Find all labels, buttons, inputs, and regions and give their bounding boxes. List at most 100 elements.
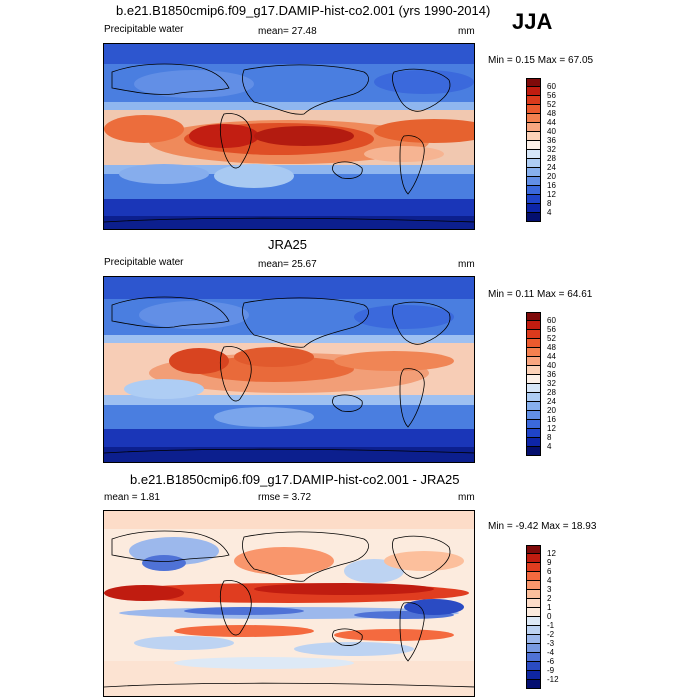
- colorbar-swatch: [526, 321, 541, 330]
- colorbar-tick-label: 52: [547, 100, 556, 109]
- colorbar-swatch: [526, 429, 541, 438]
- colorbar-tick-label: 32: [547, 145, 556, 154]
- colorbar-tick-label: 8: [547, 199, 552, 208]
- colorbar-tick-label: -4: [547, 648, 555, 657]
- colorbar-tick-label: 20: [547, 406, 556, 415]
- colorbar-tick-label: 3: [547, 585, 552, 594]
- colorbar-swatch: [526, 96, 541, 105]
- colorbar-tick-label: 1: [547, 603, 552, 612]
- colorbar-swatch: [526, 653, 541, 662]
- colorbar-swatch: [526, 177, 541, 186]
- colorbar-tick-label: 60: [547, 316, 556, 325]
- panel-obs-title: JRA25: [268, 237, 308, 252]
- colorbar-tick-label: 40: [547, 127, 556, 136]
- colorbar-swatch: [526, 114, 541, 123]
- colorbar-tick-label: 44: [547, 118, 556, 127]
- colorbar-swatch: [526, 447, 541, 456]
- colorbar-tick-label: 0: [547, 612, 552, 621]
- colorbar-tick-label: 32: [547, 379, 556, 388]
- colorbar-tick-label: 24: [547, 397, 556, 406]
- panel-diff-colorbar: [526, 545, 541, 689]
- colorbar-tick-label: 36: [547, 370, 556, 379]
- colorbar-tick-label: 56: [547, 325, 556, 334]
- colorbar-swatch: [526, 204, 541, 213]
- colorbar-swatch: [526, 393, 541, 402]
- colorbar-tick-label: 8: [547, 433, 552, 442]
- colorbar-tick-label: 2: [547, 594, 552, 603]
- panel-diff-mean-label: mean = 1.81: [104, 492, 160, 503]
- colorbar-swatch: [526, 581, 541, 590]
- colorbar-swatch: [526, 402, 541, 411]
- colorbar-swatch: [526, 644, 541, 653]
- panel-diff-units-label: mm: [458, 492, 475, 503]
- colorbar-tick-label: 48: [547, 343, 556, 352]
- colorbar-swatch: [526, 671, 541, 680]
- colorbar-swatch: [526, 626, 541, 635]
- colorbar-tick-label: 20: [547, 172, 556, 181]
- colorbar-swatch: [526, 195, 541, 204]
- colorbar-swatch: [526, 545, 541, 554]
- colorbar-tick-label: 36: [547, 136, 556, 145]
- colorbar-tick-label: -2: [547, 630, 555, 639]
- colorbar-swatch: [526, 617, 541, 626]
- colorbar-swatch: [526, 635, 541, 644]
- panel-model-units-label: mm: [458, 26, 475, 37]
- colorbar-swatch: [526, 590, 541, 599]
- colorbar-tick-label: 4: [547, 208, 552, 217]
- colorbar-swatch: [526, 420, 541, 429]
- colorbar-tick-label: 6: [547, 567, 552, 576]
- colorbar-tick-label: -1: [547, 621, 555, 630]
- colorbar-swatch: [526, 348, 541, 357]
- colorbar-swatch: [526, 339, 541, 348]
- panel-model-title: b.e21.B1850cmip6.f09_g17.DAMIP-hist-co2.…: [116, 3, 491, 18]
- colorbar-tick-label: 12: [547, 190, 556, 199]
- colorbar-tick-label: 40: [547, 361, 556, 370]
- panel-model-colorbar: [526, 78, 541, 222]
- panel-model-mean-label: mean= 27.48: [258, 26, 317, 37]
- colorbar-swatch: [526, 150, 541, 159]
- colorbar-swatch: [526, 608, 541, 617]
- colorbar-tick-label: 56: [547, 91, 556, 100]
- colorbar-swatch: [526, 662, 541, 671]
- panel-obs-colorbar: [526, 312, 541, 456]
- colorbar-swatch: [526, 599, 541, 608]
- colorbar-swatch: [526, 438, 541, 447]
- panel-obs-units-label: mm: [458, 259, 475, 270]
- colorbar-swatch: [526, 330, 541, 339]
- colorbar-swatch: [526, 141, 541, 150]
- colorbar-tick-label: 44: [547, 352, 556, 361]
- colorbar-tick-label: 12: [547, 549, 556, 558]
- colorbar-swatch: [526, 312, 541, 321]
- panel-model-minmax-label: Min = 0.15 Max = 67.05: [488, 55, 594, 66]
- colorbar-swatch: [526, 132, 541, 141]
- colorbar-swatch: [526, 375, 541, 384]
- colorbar-swatch: [526, 357, 541, 366]
- colorbar-tick-label: -3: [547, 639, 555, 648]
- panel-obs-variable-label: Precipitable water: [104, 257, 184, 268]
- colorbar-tick-label: 24: [547, 163, 556, 172]
- colorbar-swatch: [526, 186, 541, 195]
- colorbar-swatch: [526, 411, 541, 420]
- colorbar-tick-label: 16: [547, 415, 556, 424]
- panel-obs-mean-label: mean= 25.67: [258, 259, 317, 270]
- colorbar-swatch: [526, 366, 541, 375]
- colorbar-tick-label: 12: [547, 424, 556, 433]
- colorbar-tick-label: 28: [547, 388, 556, 397]
- colorbar-tick-label: 48: [547, 109, 556, 118]
- colorbar-swatch: [526, 563, 541, 572]
- panel-diff-minmax-label: Min = -9.42 Max = 18.93: [488, 521, 597, 532]
- colorbar-swatch: [526, 78, 541, 87]
- colorbar-tick-label: 16: [547, 181, 556, 190]
- colorbar-swatch: [526, 680, 541, 689]
- panel-model-variable-label: Precipitable water: [104, 24, 184, 35]
- panel-obs-minmax-label: Min = 0.11 Max = 64.61: [488, 289, 593, 300]
- colorbar-tick-label: -9: [547, 666, 555, 675]
- panel-model-map: [103, 43, 475, 230]
- colorbar-swatch: [526, 159, 541, 168]
- colorbar-tick-label: -6: [547, 657, 555, 666]
- colorbar-swatch: [526, 123, 541, 132]
- colorbar-tick-label: 52: [547, 334, 556, 343]
- colorbar-tick-label: 60: [547, 82, 556, 91]
- colorbar-tick-label: -12: [547, 675, 559, 684]
- panel-obs-map: [103, 276, 475, 463]
